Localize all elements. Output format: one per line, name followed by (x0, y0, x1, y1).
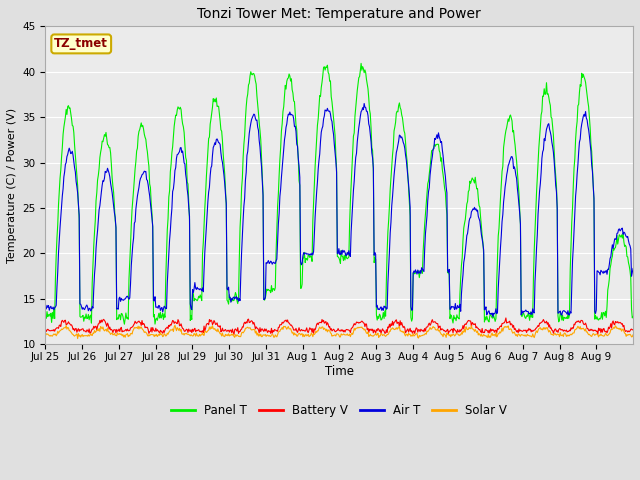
Solar V (629, 332, 637, 337)
Panel T (248, 72, 256, 78)
Battery V (271, 326, 278, 332)
Solar V (111, 333, 119, 338)
Y-axis label: Temperature (C) / Power (V): Temperature (C) / Power (V) (7, 108, 17, 263)
Panel T (357, 60, 365, 66)
Solar V (249, 327, 257, 333)
Air T (401, 145, 408, 151)
Battery V (248, 319, 256, 324)
Line: Panel T: Panel T (45, 63, 633, 324)
Title: Tonzi Tower Met: Temperature and Power: Tonzi Tower Met: Temperature and Power (197, 7, 481, 21)
Battery V (502, 315, 509, 321)
Air T (434, 136, 442, 142)
Battery V (219, 325, 227, 331)
Battery V (629, 327, 637, 333)
Panel T (435, 142, 442, 147)
Solar V (42, 333, 49, 338)
Panel T (120, 321, 128, 327)
Air T (360, 101, 368, 107)
Line: Air T: Air T (45, 104, 633, 317)
Battery V (42, 326, 49, 332)
Line: Solar V: Solar V (45, 325, 633, 338)
Air T (270, 259, 278, 265)
Battery V (111, 327, 118, 333)
Line: Battery V: Battery V (45, 318, 633, 335)
Panel T (220, 151, 227, 157)
Text: TZ_tmet: TZ_tmet (54, 37, 108, 50)
Panel T (629, 313, 637, 319)
Air T (219, 159, 227, 165)
Solar V (271, 332, 279, 338)
Air T (248, 117, 255, 122)
Solar V (171, 322, 179, 328)
Battery V (434, 321, 442, 326)
Battery V (401, 325, 408, 331)
Panel T (111, 204, 118, 210)
Panel T (42, 315, 49, 321)
Air T (42, 304, 49, 310)
Air T (111, 210, 118, 216)
Solar V (220, 333, 228, 339)
Air T (629, 265, 637, 271)
Battery V (230, 332, 238, 337)
Legend: Panel T, Battery V, Air T, Solar V: Panel T, Battery V, Air T, Solar V (167, 399, 512, 422)
Solar V (402, 333, 410, 339)
X-axis label: Time: Time (324, 365, 354, 378)
Panel T (271, 288, 278, 293)
Panel T (402, 139, 410, 145)
Solar V (435, 328, 442, 334)
Air T (489, 314, 497, 320)
Solar V (74, 336, 81, 341)
